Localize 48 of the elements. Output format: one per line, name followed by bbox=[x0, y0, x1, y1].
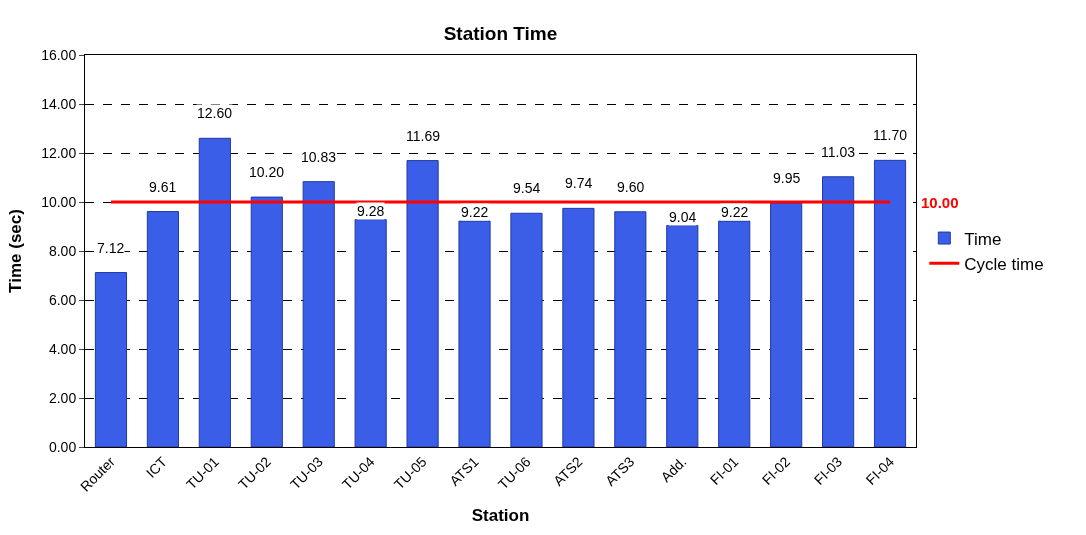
data-label: 9.61 bbox=[149, 179, 177, 195]
bar bbox=[146, 211, 179, 447]
x-tick-label: ICT bbox=[142, 453, 171, 481]
data-label: 11.03 bbox=[821, 144, 856, 160]
bar bbox=[718, 220, 751, 447]
data-label: 11.70 bbox=[873, 127, 908, 143]
y-tick-label: 16.00 bbox=[41, 46, 77, 63]
bar bbox=[458, 220, 491, 447]
data-label: 10.83 bbox=[301, 149, 337, 165]
bar bbox=[250, 196, 283, 447]
y-tick-label: 14.00 bbox=[41, 95, 77, 112]
data-label: 9.28 bbox=[357, 203, 385, 219]
bar bbox=[770, 202, 803, 447]
data-label: 7.12 bbox=[97, 240, 125, 256]
bar bbox=[614, 211, 647, 447]
y-axis-title: Time (sec) bbox=[5, 209, 25, 293]
legend-label: Time bbox=[964, 229, 1002, 249]
legend-label: Cycle time bbox=[964, 254, 1044, 274]
data-label: 9.60 bbox=[617, 179, 645, 195]
data-label: 9.74 bbox=[565, 175, 593, 191]
data-label: 9.22 bbox=[721, 204, 749, 220]
data-label: 9.54 bbox=[513, 180, 541, 196]
data-label: 9.04 bbox=[669, 209, 697, 225]
y-tick-label: 12.00 bbox=[41, 144, 77, 161]
bar bbox=[406, 160, 439, 447]
annotation: 10.00 bbox=[921, 194, 959, 211]
bar bbox=[510, 212, 543, 447]
data-label: 9.95 bbox=[773, 170, 801, 186]
bar bbox=[562, 207, 595, 447]
x-axis-title: Station bbox=[471, 505, 530, 525]
y-tick-label: 2.00 bbox=[48, 389, 77, 406]
data-label: 11.69 bbox=[406, 128, 441, 144]
data-label: 9.22 bbox=[461, 204, 489, 220]
y-tick-label: 6.00 bbox=[48, 291, 77, 308]
y-tick-label: 4.00 bbox=[48, 340, 77, 357]
data-label: 12.60 bbox=[197, 105, 233, 121]
bar bbox=[822, 176, 855, 447]
y-tick-label: 10.00 bbox=[41, 193, 77, 210]
bar bbox=[873, 159, 907, 447]
y-tick-label: 8.00 bbox=[48, 242, 77, 259]
bar bbox=[198, 137, 231, 447]
bar bbox=[302, 181, 335, 447]
data-label: 10.20 bbox=[249, 164, 285, 180]
bar bbox=[666, 225, 699, 447]
y-tick-label: 0.00 bbox=[48, 438, 77, 455]
chart-title: Station Time bbox=[443, 23, 558, 45]
bar bbox=[354, 219, 387, 447]
bar bbox=[94, 272, 128, 447]
